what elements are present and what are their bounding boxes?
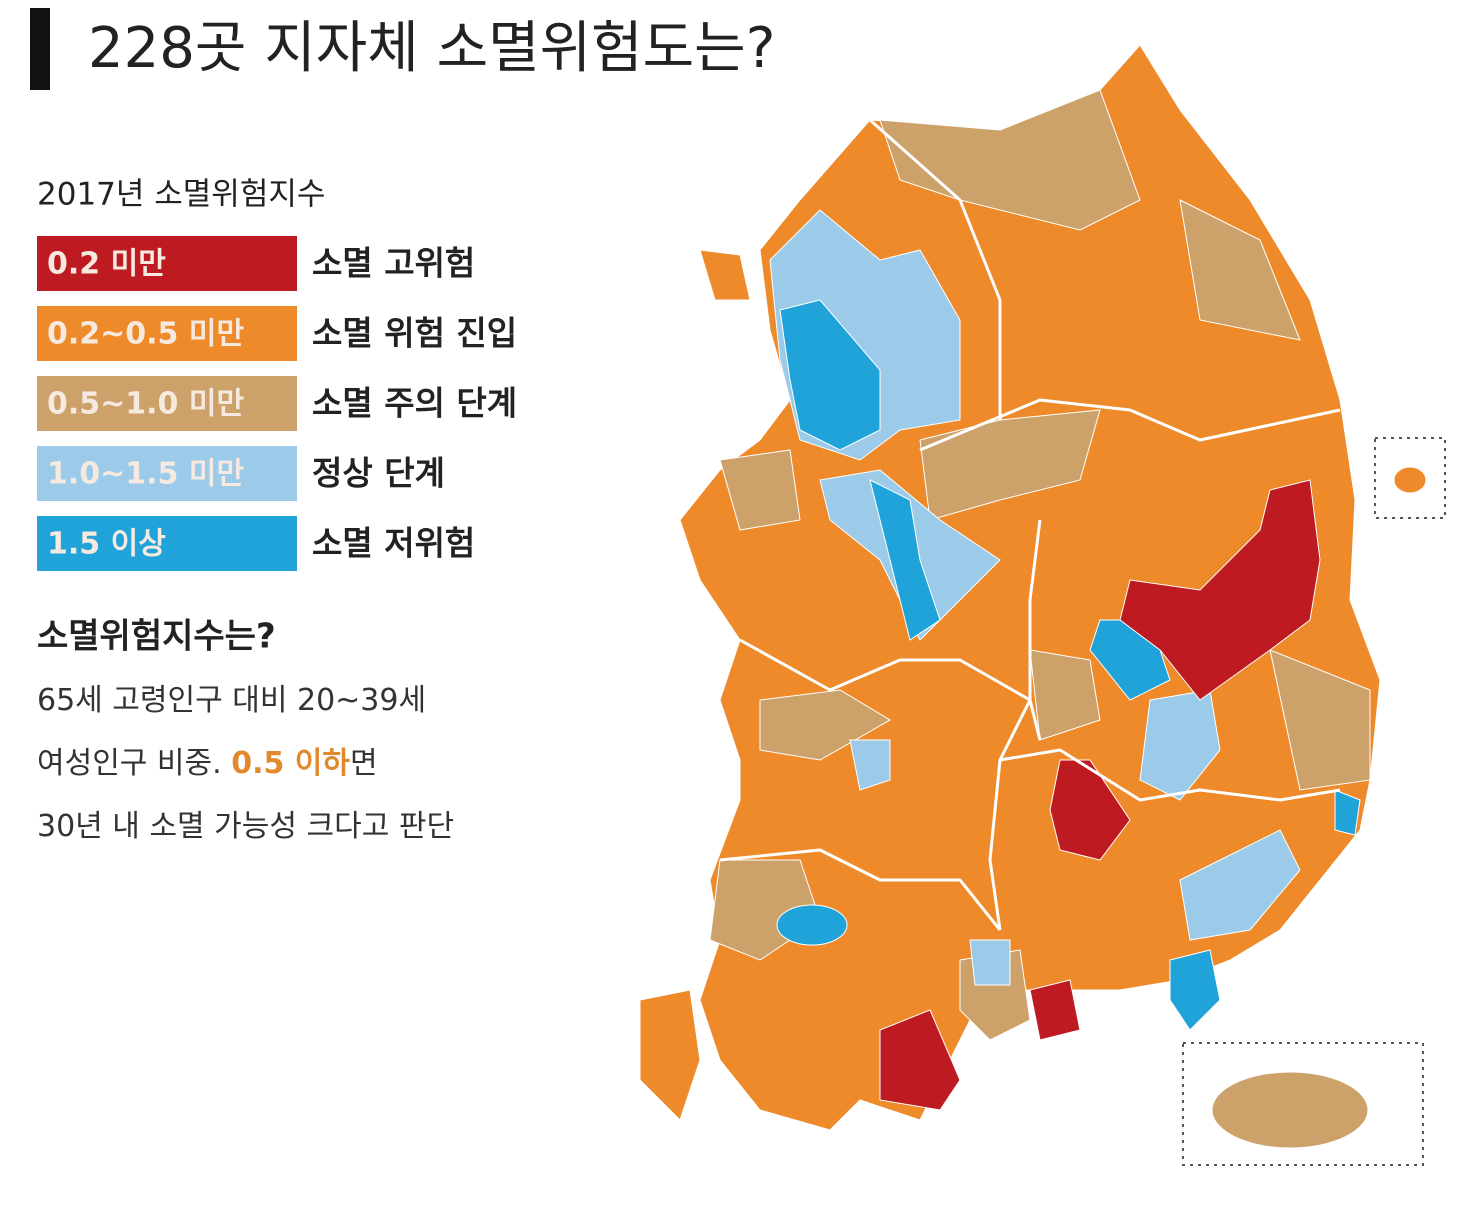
province-border: [869, 118, 1002, 420]
region: [779, 299, 881, 451]
region: [719, 449, 801, 531]
region: [1029, 979, 1081, 1041]
title-bar: [30, 8, 50, 90]
note-text: 65세 고령인구 대비 20~39세: [37, 683, 426, 718]
legend-label: 소멸 위험 진입: [312, 314, 517, 353]
legend-swatch: [37, 446, 297, 501]
region: [849, 739, 891, 791]
legend-label: 소멸 저위험: [312, 524, 475, 563]
inset-frame: [1374, 437, 1446, 519]
province-border: [719, 848, 1002, 931]
region: [869, 479, 941, 641]
note-highlight: 0.5 이하: [231, 746, 350, 781]
legend-range: 0.2 미만: [47, 247, 166, 282]
region: [1269, 649, 1371, 791]
legend-label: 정상 단계: [312, 454, 445, 493]
region: [879, 1009, 961, 1111]
region: [879, 89, 1141, 231]
region: [1049, 759, 1131, 861]
region: [969, 939, 1011, 986]
note-line: 65세 고령인구 대비 20~39세: [37, 683, 426, 718]
legend-range: 0.2~0.5 미만: [47, 317, 244, 352]
legend-label: 소멸 고위험: [312, 244, 475, 283]
note-heading: 소멸위험지수는?: [37, 617, 276, 657]
province-border: [988, 519, 1042, 931]
legend-swatch: [37, 306, 297, 361]
region: [1179, 829, 1301, 941]
region: [1334, 789, 1361, 836]
region: [699, 249, 751, 301]
province-border: [999, 748, 1341, 802]
legend-title: 2017년 소멸위험지수: [37, 177, 325, 213]
note-text: 여성인구 비중.: [37, 746, 231, 781]
note-line: 30년 내 소멸 가능성 크다고 판단: [37, 809, 454, 844]
legend-range: 0.5~1.0 미만: [47, 387, 244, 422]
legend-swatch: [37, 236, 297, 291]
region: [639, 989, 701, 1121]
legend-label: 소멸 주의 단계: [312, 384, 517, 423]
region: [1179, 199, 1301, 341]
region: [1393, 466, 1427, 494]
province-border: [739, 638, 1042, 741]
note-text: 30년 내 소멸 가능성 크다고 판단: [37, 809, 454, 844]
note-line: 여성인구 비중. 0.5 이하면: [37, 746, 378, 781]
note-text: 면: [350, 746, 378, 781]
region: [776, 904, 848, 946]
region: [1029, 649, 1101, 741]
inset-frame: [1182, 1042, 1424, 1166]
legend: 0.2 미만 소멸 고위험 0.2~0.5 미만 소멸 위험 진입 0.5~1.0 미만…: [37, 236, 517, 571]
region: [1211, 1071, 1369, 1149]
legend-swatch: [37, 376, 297, 431]
region: [1119, 479, 1321, 701]
province-border: [919, 398, 1341, 452]
legend-range: 1.0~1.5 미만: [47, 457, 244, 492]
region: [1169, 949, 1221, 1031]
map: [639, 44, 1446, 1166]
legend-range: 1.5 이상: [47, 527, 166, 562]
legend-swatch: [37, 516, 297, 571]
title: 228곳 지자체 소멸위험도는?: [88, 16, 775, 81]
